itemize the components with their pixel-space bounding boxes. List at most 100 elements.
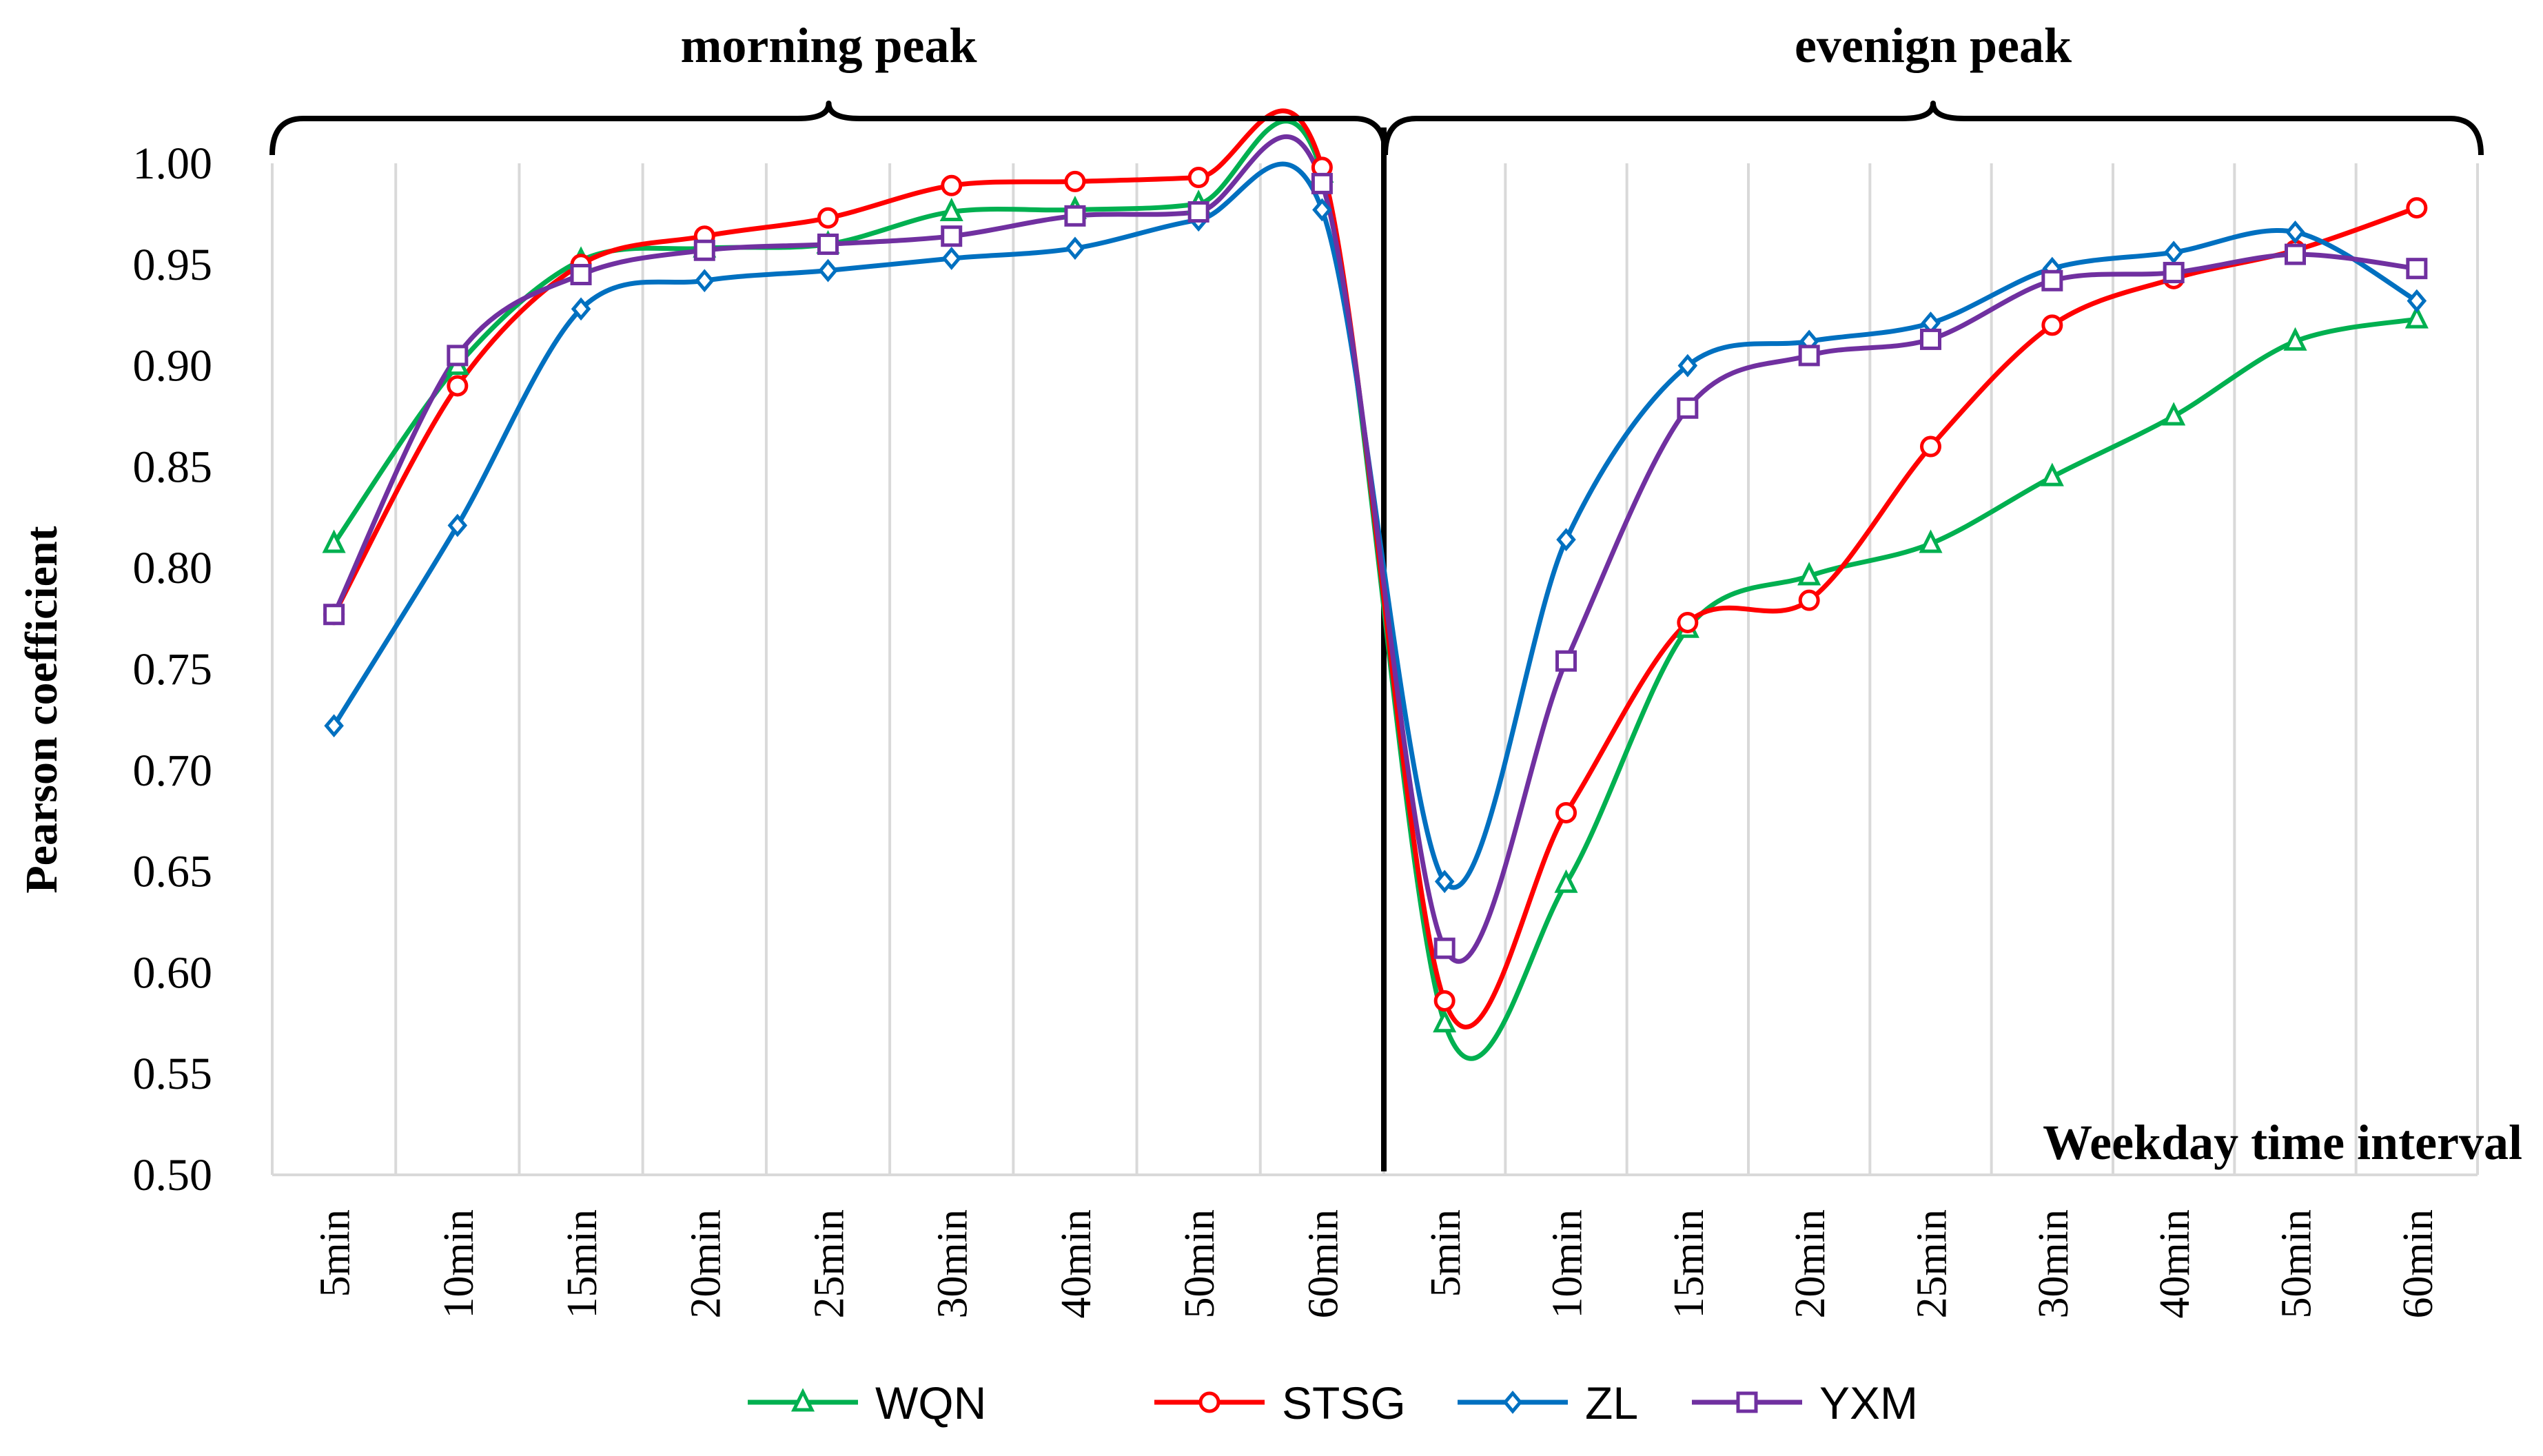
data-point-stsg [1187, 167, 1209, 189]
legend-label-yxm: YXM [1819, 1377, 1918, 1428]
data-point-wqn [322, 529, 346, 553]
data-point-wqn [1433, 1009, 1457, 1033]
data-point-wqn [1919, 529, 1943, 553]
series-line-wqn [331, 119, 2418, 1061]
x-tick-label: 40min [2152, 1209, 2198, 1318]
data-point-zl [1312, 198, 1332, 222]
data-point-stsg [1064, 170, 1086, 192]
data-point-zl [818, 258, 838, 283]
data-point-zl [447, 513, 468, 537]
data-point-yxm [1555, 650, 1577, 672]
data-point-yxm [570, 263, 592, 285]
x-tick-label: 15min [1666, 1209, 1713, 1318]
x-tick-label: 40min [1053, 1209, 1100, 1318]
data-point-zl [941, 247, 961, 270]
legend-marker-zl [1502, 1391, 1523, 1414]
legend-label-wqn: WQN [875, 1377, 986, 1428]
y-tick-label: 0.75 [133, 644, 213, 695]
x-tick-label: 10min [436, 1209, 482, 1318]
data-point-zl [2285, 220, 2305, 244]
data-point-yxm [2406, 258, 2428, 280]
x-tick-label: 60min [2395, 1209, 2442, 1318]
x-tick-label: 50min [2274, 1209, 2320, 1318]
data-point-yxm [323, 604, 345, 626]
data-point-stsg [1677, 611, 1699, 633]
data-point-wqn [2283, 327, 2307, 351]
data-point-stsg [1798, 589, 1820, 611]
y-tick-label: 0.95 [133, 240, 213, 290]
data-point-zl [2407, 289, 2427, 313]
y-tick-label: 0.85 [133, 442, 213, 492]
x-tick-label: 20min [1787, 1209, 1834, 1318]
data-point-stsg [1555, 801, 1577, 823]
x-tick-label: 15min [559, 1209, 606, 1318]
data-point-zl [1556, 528, 1576, 551]
data-point-yxm [1920, 328, 1941, 350]
data-point-wqn [2162, 402, 2186, 426]
legend-marker-wqn [790, 1388, 815, 1412]
legend-label-zl: ZL [1585, 1377, 1638, 1428]
y-tick-label: 0.50 [133, 1150, 213, 1200]
y-tick-label: 0.80 [133, 543, 213, 593]
data-point-yxm [941, 225, 963, 247]
x-tick-label: 50min [1176, 1209, 1223, 1318]
y-axis-label: Pearson coefficient [17, 526, 67, 893]
data-point-wqn [2404, 305, 2429, 329]
data-point-stsg [817, 207, 839, 229]
data-point-yxm [2285, 243, 2306, 265]
data-point-wqn [1797, 562, 1821, 586]
data-point-stsg [447, 375, 469, 397]
data-point-stsg [2406, 197, 2428, 219]
x-tick-label: 5min [1422, 1209, 1469, 1297]
x-axis-label: Weekday time interval [2043, 1115, 2522, 1170]
data-point-yxm [1677, 397, 1699, 419]
x-tick-label: 60min [1300, 1209, 1347, 1318]
data-point-stsg [1433, 990, 1456, 1012]
x-tick-label: 10min [1544, 1209, 1591, 1318]
x-tick-label: 30min [930, 1209, 977, 1318]
x-tick-label: 20min [682, 1209, 729, 1318]
data-point-yxm [2163, 262, 2185, 284]
x-tick-label: 5min [312, 1209, 359, 1297]
data-point-yxm [447, 345, 469, 367]
y-tick-label: 0.65 [133, 847, 213, 897]
y-tick-label: 0.60 [133, 947, 213, 998]
y-tick-label: 0.55 [133, 1049, 213, 1099]
data-point-stsg [1920, 435, 1941, 458]
peak-group-label: evenign peak [1795, 18, 2072, 73]
data-point-zl [1434, 870, 1455, 894]
data-point-yxm [1433, 937, 1456, 959]
x-tick-label: 25min [806, 1209, 853, 1318]
data-point-wqn [1554, 869, 1578, 893]
data-point-zl [324, 714, 344, 738]
data-point-wqn [2040, 462, 2064, 486]
y-tick-label: 0.70 [133, 746, 213, 796]
data-point-stsg [2041, 314, 2063, 336]
peak-group-label: morning peak [680, 18, 977, 73]
data-point-stsg [941, 174, 963, 196]
data-point-yxm [693, 239, 715, 261]
data-point-yxm [1798, 345, 1820, 367]
x-tick-label: 25min [1909, 1209, 1956, 1318]
data-point-zl [2163, 240, 2184, 265]
data-point-yxm [1064, 205, 1086, 227]
data-point-wqn [939, 197, 963, 221]
data-point-yxm [2041, 269, 2063, 291]
data-point-zl [571, 297, 591, 321]
y-tick-label: 1.00 [133, 139, 213, 189]
y-tick-label: 0.90 [133, 341, 213, 391]
data-point-zl [695, 269, 715, 293]
peak-bracket [269, 101, 1388, 156]
data-point-yxm [1311, 172, 1333, 194]
x-tick-label: 30min [2030, 1209, 2077, 1318]
data-point-zl [1677, 353, 1698, 378]
legend-marker-stsg [1198, 1391, 1221, 1413]
data-point-yxm [817, 233, 839, 255]
legend-marker-yxm [1736, 1391, 1758, 1413]
peak-bracket [1382, 101, 2484, 156]
data-point-yxm [1187, 201, 1209, 223]
legend-label-stsg: STSG [1282, 1377, 1406, 1428]
data-point-zl [1065, 236, 1085, 260]
